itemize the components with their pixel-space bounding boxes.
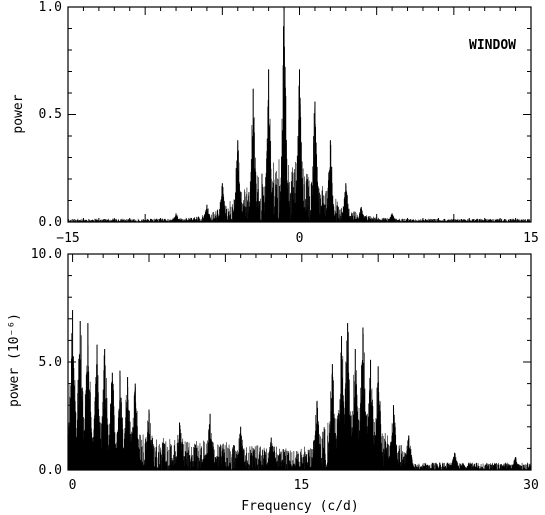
data-ylabel: power (10⁻⁶) <box>7 313 22 407</box>
window-xtick-label-0: −15 <box>56 231 79 246</box>
window-ytick-label-1: 0.5 <box>39 107 62 122</box>
data-panel: 0.0 5.0 10.0 0 15 30 power (10⁻⁶) Freque… <box>7 247 539 514</box>
data-xlabel: Frequency (c/d) <box>241 499 358 514</box>
window-xtick-label-1: 0 <box>296 231 304 246</box>
window-ylabel: power <box>11 94 26 133</box>
data-ytick-label-0: 0.0 <box>39 463 62 478</box>
window-ytick-label-0: 0.0 <box>39 215 62 230</box>
data-xtick-label-1: 15 <box>294 478 310 493</box>
data-ytick-label-2: 10.0 <box>31 247 62 262</box>
window-xtick-label-2: 15 <box>523 231 539 246</box>
data-axis-ticks <box>68 253 532 471</box>
data-ytick-label-1: 5.0 <box>39 355 62 370</box>
data-xtick-label-0: 0 <box>69 478 77 493</box>
window-panel-label: WINDOW <box>469 38 516 53</box>
data-spectrum-series <box>67 310 532 470</box>
window-ytick-label-2: 1.0 <box>39 0 62 15</box>
window-axis-ticks <box>67 6 532 223</box>
data-xtick-label-2: 30 <box>523 478 539 493</box>
window-panel: 0.0 0.5 1.0 −15 0 15 power WINDOW <box>11 0 539 246</box>
